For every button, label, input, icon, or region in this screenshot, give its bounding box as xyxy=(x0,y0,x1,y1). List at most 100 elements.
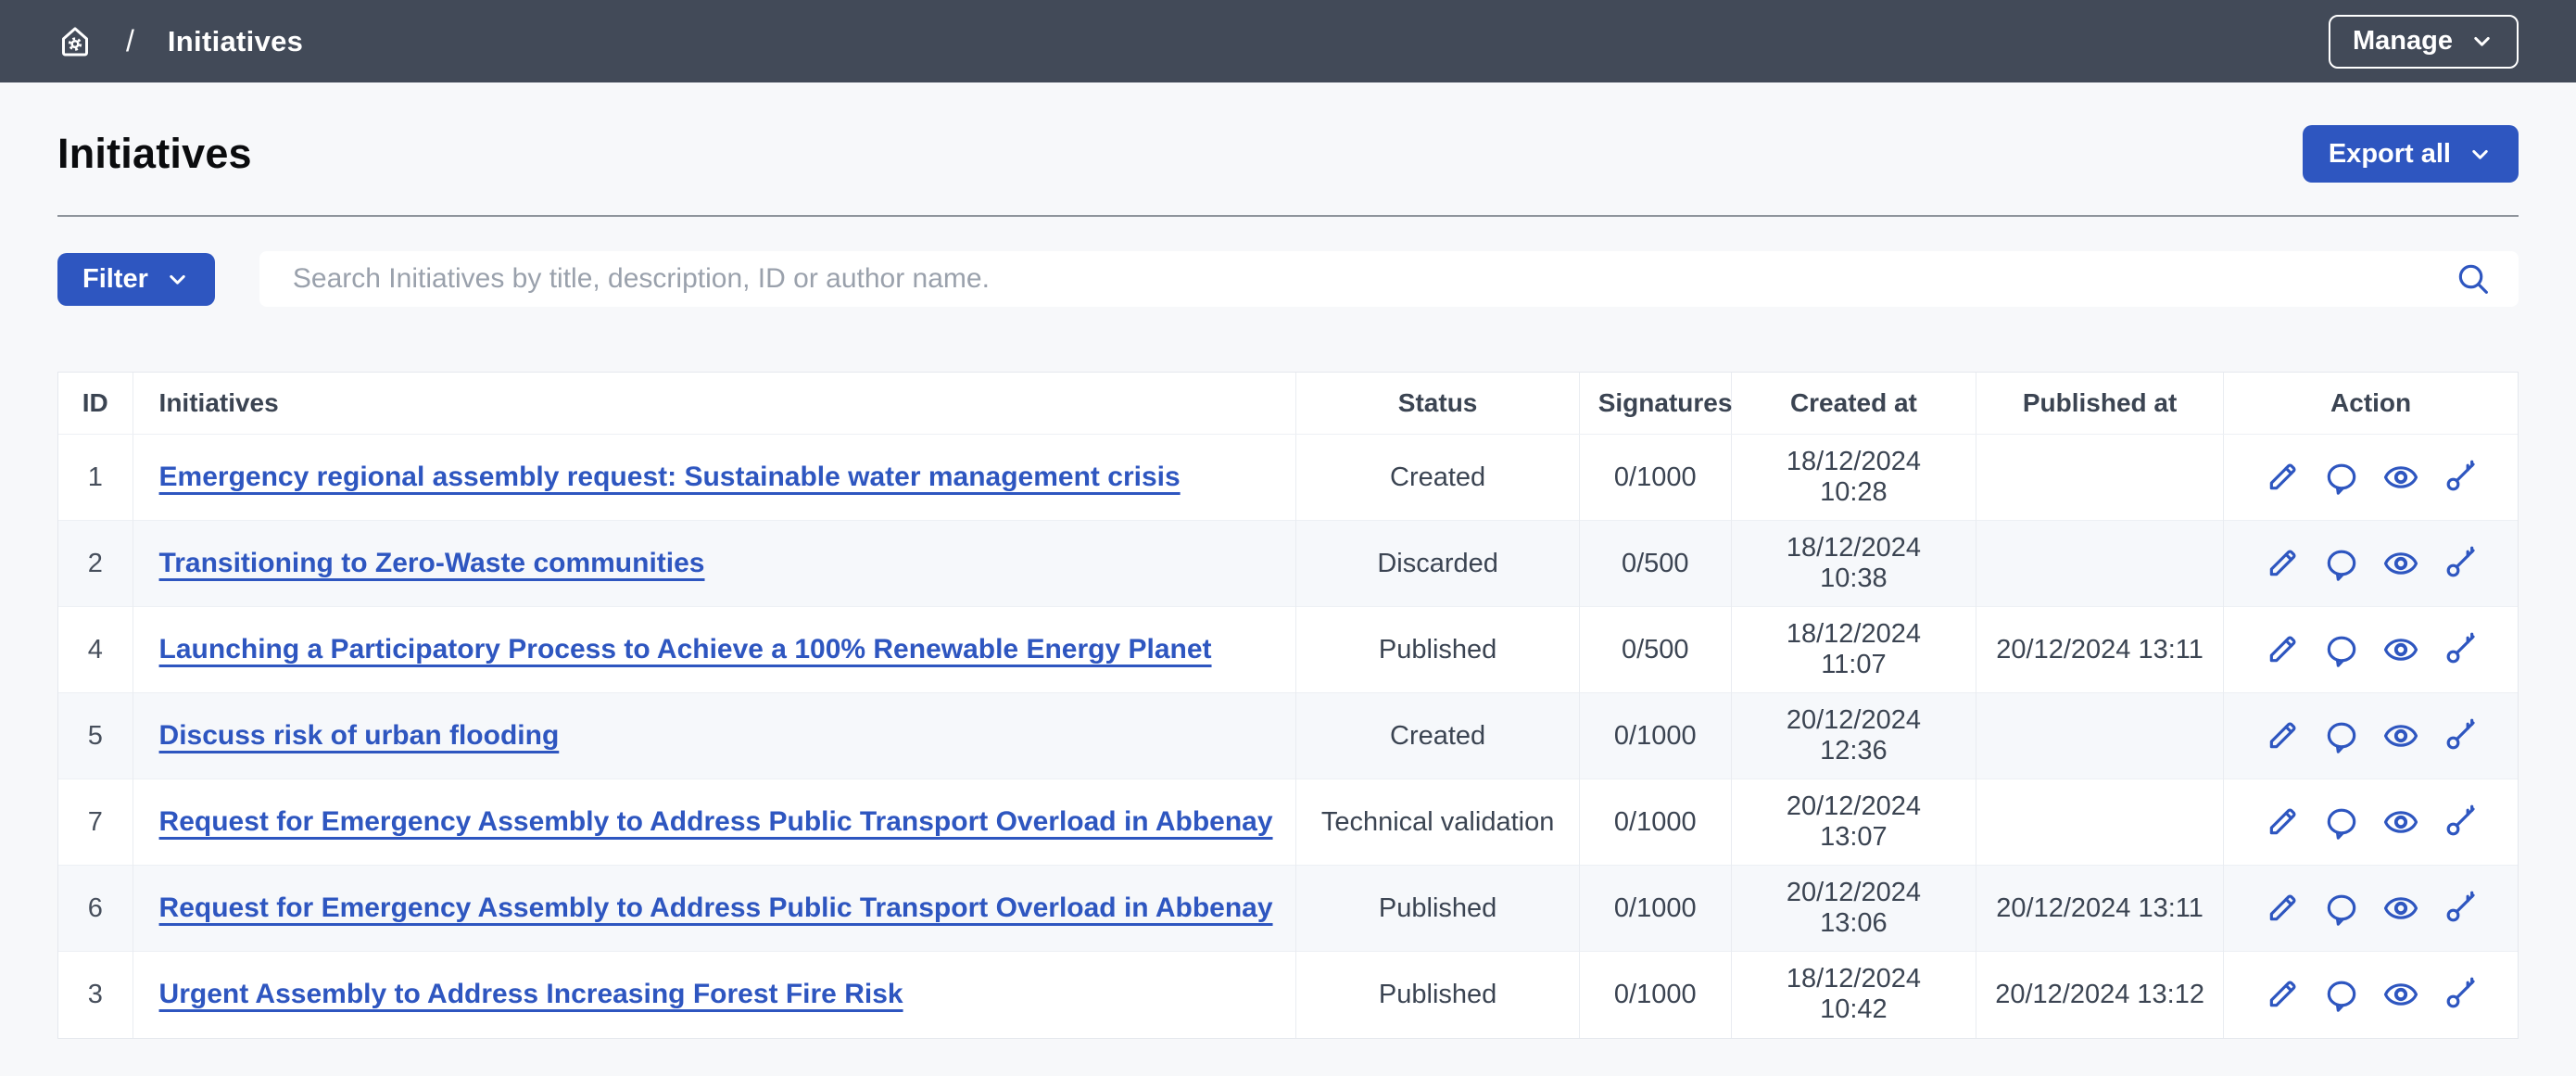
initiative-id: 5 xyxy=(58,692,133,779)
filter-button[interactable]: Filter xyxy=(57,252,215,306)
answer-button[interactable] xyxy=(2323,976,2360,1013)
permissions-button[interactable] xyxy=(2442,976,2479,1013)
edit-button[interactable] xyxy=(2264,804,2301,841)
answer-button[interactable] xyxy=(2323,459,2360,496)
key-icon xyxy=(2446,546,2475,577)
edit-button[interactable] xyxy=(2264,545,2301,582)
preview-button[interactable] xyxy=(2382,631,2419,668)
permissions-button[interactable] xyxy=(2442,717,2479,754)
edit-button[interactable] xyxy=(2264,631,2301,668)
permissions-button[interactable] xyxy=(2442,804,2479,841)
initiative-signatures: 0/1000 xyxy=(1578,692,1732,779)
eye-icon xyxy=(2383,811,2418,833)
initiative-title-cell: Discuss risk of urban flooding xyxy=(132,692,1296,779)
edit-button[interactable] xyxy=(2264,976,2301,1013)
initiative-published-at: 20/12/2024 13:11 xyxy=(1975,606,2224,693)
initiative-created-at: 20/12/2024 13:06 xyxy=(1730,865,1976,952)
initiative-link[interactable]: Transitioning to Zero-Waste communities xyxy=(158,548,705,578)
answer-button[interactable] xyxy=(2323,890,2360,927)
column-header-status: Status xyxy=(1295,373,1580,435)
initiative-id: 1 xyxy=(58,434,133,521)
eye-icon xyxy=(2383,725,2418,747)
initiative-status: Published xyxy=(1295,951,1580,1038)
permissions-button[interactable] xyxy=(2442,631,2479,668)
initiative-link[interactable]: Discuss risk of urban flooding xyxy=(158,720,560,751)
pencil-icon xyxy=(2269,550,2296,576)
search-input[interactable] xyxy=(259,251,2519,307)
search-icon[interactable] xyxy=(2454,260,2493,298)
chevron-down-icon xyxy=(2472,149,2488,159)
initiative-created-at: 20/12/2024 13:07 xyxy=(1730,779,1976,866)
preview-button[interactable] xyxy=(2382,976,2419,1013)
table-row: 6 Request for Emergency Assembly to Addre… xyxy=(58,865,2518,952)
initiatives-page: Initiatives Export all Filter ID xyxy=(0,125,2576,1076)
manage-button[interactable]: Manage xyxy=(2329,14,2519,69)
table-row: 3 Urgent Assembly to Address Increasing F… xyxy=(58,951,2518,1038)
eye-icon xyxy=(2383,466,2418,488)
column-header-published-at: Published at xyxy=(1975,373,2224,435)
initiative-status: Published xyxy=(1295,865,1580,952)
preview-button[interactable] xyxy=(2382,890,2419,927)
initiative-link[interactable]: Launching a Participatory Process to Ach… xyxy=(158,634,1212,665)
initiative-published-at xyxy=(1975,520,2224,607)
edit-button[interactable] xyxy=(2264,717,2301,754)
action-buttons xyxy=(2242,459,2499,496)
initiative-link[interactable]: Emergency regional assembly request: Sus… xyxy=(158,462,1181,492)
initiatives-table: ID Initiatives Status Signatures Created… xyxy=(58,373,2518,1038)
edit-button[interactable] xyxy=(2264,890,2301,927)
action-buttons xyxy=(2242,804,2499,841)
permissions-button[interactable] xyxy=(2442,890,2479,927)
pencil-icon xyxy=(2269,808,2296,835)
preview-button[interactable] xyxy=(2382,545,2419,582)
export-all-button[interactable]: Export all xyxy=(2302,125,2519,183)
initiative-link[interactable]: Request for Emergency Assembly to Addres… xyxy=(158,892,1273,923)
chat-icon xyxy=(2327,463,2355,495)
initiative-signatures: 0/500 xyxy=(1578,606,1732,693)
edit-button[interactable] xyxy=(2264,459,2301,496)
initiative-id: 3 xyxy=(58,951,133,1038)
action-buttons xyxy=(2242,545,2499,582)
initiative-link[interactable]: Urgent Assembly to Address Increasing Fo… xyxy=(158,979,903,1010)
preview-button[interactable] xyxy=(2382,717,2419,754)
filter-search-toolbar: Filter xyxy=(57,251,2519,307)
initiative-link[interactable]: Request for Emergency Assembly to Addres… xyxy=(158,806,1273,837)
initiative-signatures: 0/1000 xyxy=(1578,779,1732,866)
initiative-created-at: 18/12/2024 10:38 xyxy=(1730,520,1976,607)
filter-button-label: Filter xyxy=(82,263,148,294)
initiative-actions-cell xyxy=(2223,606,2518,693)
table-row: 2 Transitioning to Zero-Waste communities… xyxy=(58,520,2518,607)
permissions-button[interactable] xyxy=(2442,459,2479,496)
table-row: 4 Launching a Participatory Process to Ac… xyxy=(58,606,2518,693)
key-icon xyxy=(2446,977,2475,1008)
initiative-status: Technical validation xyxy=(1295,779,1580,866)
table-row: 5 Discuss risk of urban flooding Created 0/… xyxy=(58,692,2518,779)
initiative-actions-cell xyxy=(2223,520,2518,607)
preview-button[interactable] xyxy=(2382,804,2419,841)
chat-icon xyxy=(2327,722,2355,753)
initiative-published-at xyxy=(1975,692,2224,779)
permissions-button[interactable] xyxy=(2442,545,2479,582)
initiative-published-at: 20/12/2024 13:11 xyxy=(1975,865,2224,952)
initiative-published-at xyxy=(1975,779,2224,866)
key-icon xyxy=(2446,891,2475,922)
preview-button[interactable] xyxy=(2382,459,2419,496)
chat-icon xyxy=(2327,550,2355,581)
answer-button[interactable] xyxy=(2323,804,2360,841)
initiative-published-at xyxy=(1975,434,2224,521)
initiative-created-at: 18/12/2024 10:28 xyxy=(1730,434,1976,521)
answer-button[interactable] xyxy=(2323,631,2360,668)
initiative-signatures: 0/1000 xyxy=(1578,951,1732,1038)
search-bar xyxy=(259,251,2519,307)
initiative-title-cell: Request for Emergency Assembly to Addres… xyxy=(132,779,1296,866)
home-gear-icon[interactable] xyxy=(57,24,93,59)
chat-icon xyxy=(2327,636,2355,667)
chat-icon xyxy=(2327,894,2355,926)
initiative-signatures: 0/1000 xyxy=(1578,865,1732,952)
initiative-actions-cell xyxy=(2223,692,2518,779)
eye-icon xyxy=(2383,897,2418,919)
breadcrumb-separator: / xyxy=(126,24,134,57)
answer-button[interactable] xyxy=(2323,545,2360,582)
answer-button[interactable] xyxy=(2323,717,2360,754)
initiative-signatures: 0/500 xyxy=(1578,520,1732,607)
initiative-id: 6 xyxy=(58,865,133,952)
